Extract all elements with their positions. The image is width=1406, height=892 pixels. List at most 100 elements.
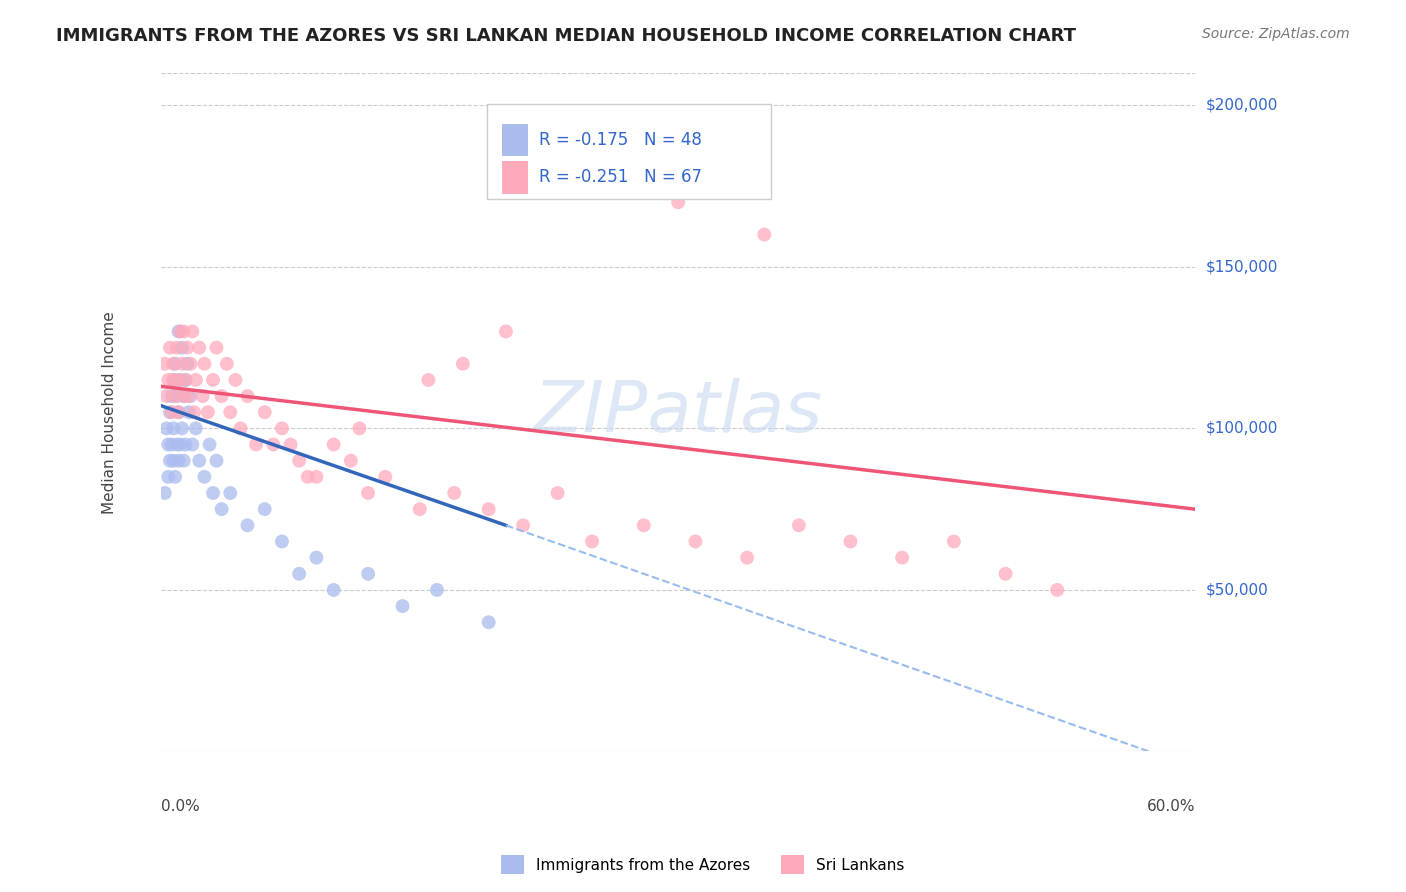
- Point: [666, 195, 689, 210]
- Point: [357, 486, 380, 500]
- Point: [512, 518, 534, 533]
- Point: [305, 550, 328, 565]
- Point: [181, 437, 204, 451]
- Point: [443, 486, 465, 500]
- Point: [159, 405, 181, 419]
- Point: [224, 373, 246, 387]
- Point: [391, 599, 413, 613]
- Point: [271, 534, 294, 549]
- Point: [170, 421, 193, 435]
- Point: [174, 437, 197, 451]
- Point: [169, 325, 191, 339]
- Point: [219, 405, 242, 419]
- Point: [173, 389, 195, 403]
- Point: [409, 502, 432, 516]
- Point: [167, 405, 190, 419]
- Text: ZIPatlas: ZIPatlas: [534, 377, 823, 447]
- Point: [735, 550, 758, 565]
- Point: [547, 486, 569, 500]
- Point: [176, 357, 198, 371]
- Text: IMMIGRANTS FROM THE AZORES VS SRI LANKAN MEDIAN HOUSEHOLD INCOME CORRELATION CHA: IMMIGRANTS FROM THE AZORES VS SRI LANKAN…: [56, 27, 1076, 45]
- Point: [202, 486, 225, 500]
- Point: [633, 518, 655, 533]
- Text: R = -0.251   N = 67: R = -0.251 N = 67: [538, 169, 702, 186]
- Point: [162, 373, 184, 387]
- Point: [253, 405, 276, 419]
- Point: [478, 502, 501, 516]
- Point: [162, 373, 184, 387]
- Point: [162, 453, 184, 467]
- Point: [176, 341, 198, 355]
- Point: [495, 325, 517, 339]
- Point: [191, 389, 214, 403]
- Point: [581, 534, 603, 549]
- Point: [160, 437, 183, 451]
- Point: [162, 421, 184, 435]
- Point: [153, 357, 176, 371]
- Point: [891, 550, 914, 565]
- Point: [165, 389, 187, 403]
- Point: [205, 341, 228, 355]
- Point: [478, 615, 501, 630]
- Point: [165, 357, 187, 371]
- Point: [166, 437, 188, 451]
- Point: [188, 453, 211, 467]
- Point: [173, 389, 195, 403]
- Point: [167, 373, 190, 387]
- Legend: Immigrants from the Azores, Sri Lankans: Immigrants from the Azores, Sri Lankans: [495, 849, 911, 880]
- Point: [167, 453, 190, 467]
- Point: [193, 357, 215, 371]
- Point: [994, 566, 1017, 581]
- Point: [262, 437, 284, 451]
- Point: [170, 341, 193, 355]
- Point: [271, 421, 294, 435]
- Text: Median Household Income: Median Household Income: [103, 310, 117, 514]
- Point: [229, 421, 252, 435]
- Point: [839, 534, 862, 549]
- Point: [173, 325, 195, 339]
- Point: [170, 357, 193, 371]
- Point: [451, 357, 474, 371]
- Point: [322, 582, 344, 597]
- Point: [288, 566, 311, 581]
- Point: [180, 357, 202, 371]
- Point: [374, 470, 396, 484]
- Point: [202, 373, 225, 387]
- Point: [169, 437, 191, 451]
- Point: [280, 437, 302, 451]
- Point: [166, 389, 188, 403]
- Point: [418, 373, 440, 387]
- Point: [219, 486, 242, 500]
- Point: [177, 405, 200, 419]
- Point: [174, 373, 197, 387]
- Text: Source: ZipAtlas.com: Source: ZipAtlas.com: [1202, 27, 1350, 41]
- Point: [162, 357, 184, 371]
- Point: [184, 421, 207, 435]
- Point: [215, 357, 238, 371]
- Point: [157, 470, 180, 484]
- Point: [167, 325, 190, 339]
- Text: $150,000: $150,000: [1206, 260, 1278, 275]
- Point: [155, 421, 177, 435]
- Point: [787, 518, 810, 533]
- Point: [155, 389, 177, 403]
- Point: [245, 437, 267, 451]
- Point: [157, 437, 180, 451]
- Point: [305, 470, 328, 484]
- Text: $50,000: $50,000: [1206, 582, 1268, 598]
- Point: [205, 453, 228, 467]
- Point: [349, 421, 371, 435]
- Point: [426, 582, 449, 597]
- Point: [167, 405, 190, 419]
- Text: 0.0%: 0.0%: [162, 799, 200, 814]
- Text: 60.0%: 60.0%: [1146, 799, 1195, 814]
- Point: [183, 405, 205, 419]
- Point: [159, 453, 181, 467]
- Point: [211, 389, 233, 403]
- Point: [236, 389, 259, 403]
- Point: [173, 453, 195, 467]
- Point: [236, 518, 259, 533]
- Point: [159, 341, 181, 355]
- Point: [153, 486, 176, 500]
- Point: [942, 534, 965, 549]
